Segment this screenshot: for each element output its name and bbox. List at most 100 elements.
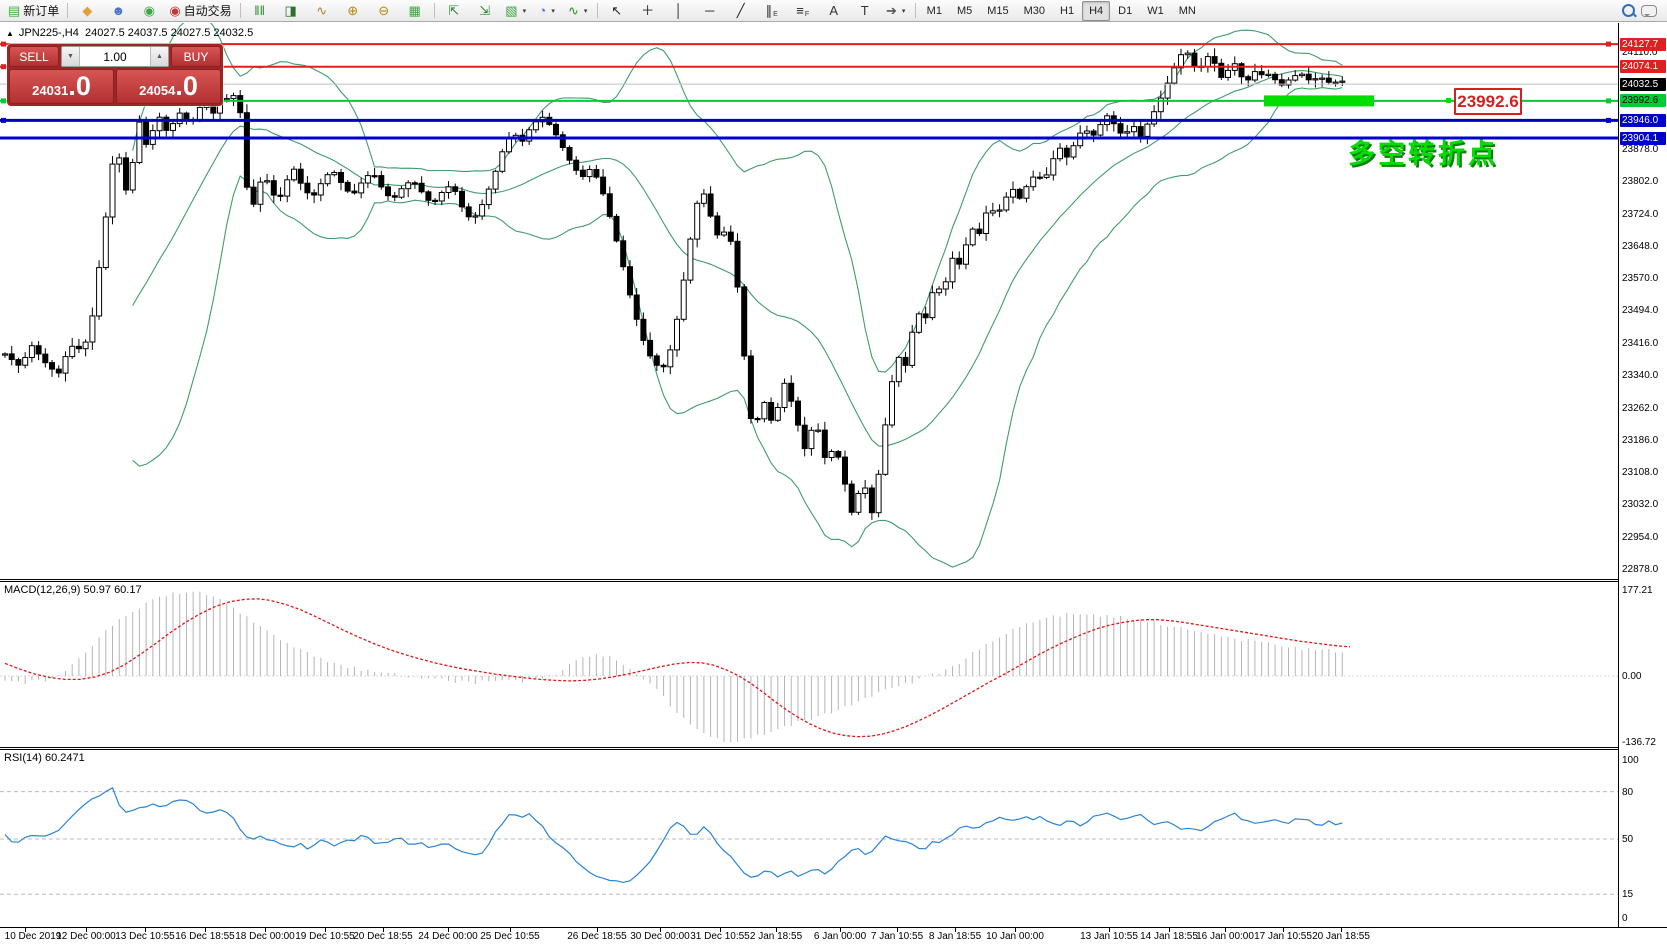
- green-zone-rectangle[interactable]: [1264, 95, 1374, 107]
- sell-price-button[interactable]: 24031.0: [9, 69, 114, 104]
- equidistant-channel-tool-button[interactable]: ∥ E: [757, 0, 787, 22]
- indicators-dropdown[interactable]: ∿ ▾: [563, 0, 593, 22]
- chat-icon[interactable]: [1641, 4, 1657, 17]
- time-tick: [1015, 928, 1016, 932]
- data-window-icon: ☻: [111, 2, 126, 18]
- vertical-line-tool-button[interactable]: │: [664, 0, 694, 22]
- time-tick-label: 18 Dec 00:00: [235, 931, 295, 942]
- main-chart-pane[interactable]: [0, 23, 1618, 579]
- axis-tick-label: 100: [1622, 755, 1639, 766]
- shift-chart-icon: ⇲: [479, 2, 491, 18]
- line-handle[interactable]: [1, 117, 6, 123]
- shift-chart-button[interactable]: ⇲: [470, 0, 500, 22]
- line-handle[interactable]: [1606, 117, 1611, 123]
- line-handle[interactable]: [1, 64, 6, 70]
- price-level-label: 23946.0: [1620, 113, 1666, 127]
- zoom-in-button[interactable]: ⊕: [338, 0, 368, 22]
- chart-ohlc-header: ▲ JPN225-,H4 24027.5 24037.5 24027.5 2403…: [6, 27, 253, 39]
- line-handle[interactable]: [1446, 97, 1451, 103]
- bar-chart-type-button[interactable]: ǁǁ: [245, 0, 275, 22]
- line-handle[interactable]: [1606, 41, 1611, 47]
- new-order-button-label: 新订单: [23, 4, 60, 18]
- time-tick: [660, 928, 661, 932]
- rsi-pane[interactable]: [0, 750, 1618, 926]
- volume-increase-button[interactable]: ▲: [150, 47, 168, 66]
- time-tick: [1225, 928, 1226, 932]
- tool-letter: E: [773, 11, 778, 18]
- timeframe-m15-button[interactable]: M15: [987, 4, 1009, 17]
- time-tick-label: 17 Jan 10:55: [1254, 931, 1312, 942]
- axis-tick-label: 23186.0: [1622, 434, 1659, 446]
- data-window-button[interactable]: ☻: [103, 0, 133, 22]
- buy-price-button[interactable]: 24054.0: [116, 69, 221, 104]
- axis-tick-label: 23340.0: [1622, 369, 1659, 381]
- candlesticks: [2, 48, 1346, 520]
- strategy-navigator-button[interactable]: ◉: [134, 0, 164, 22]
- zoom-out-icon: ⊖: [378, 2, 390, 18]
- panel-collapse-icon[interactable]: ▲: [6, 29, 14, 38]
- time-axis[interactable]: 10 Dec 2019 12 Dec 00:00 13 Dec 10:55 16 De…: [0, 928, 1618, 947]
- trendline-tool-button[interactable]: ╱: [726, 0, 756, 22]
- bar-chart-type-icon: ǁǁ: [254, 2, 266, 18]
- horizontal-line-tool-button[interactable]: ─: [695, 0, 725, 22]
- fibonacci-tool-button[interactable]: ≡ F: [788, 0, 818, 22]
- chevron-down-icon: ▾: [901, 7, 906, 15]
- price-tag-label[interactable]: 23992.6: [1454, 87, 1522, 115]
- period-clock-dropdown[interactable]: ◔ ▾: [532, 0, 562, 22]
- macd-signal-line: [4, 598, 1351, 738]
- time-tick: [840, 928, 841, 932]
- new-chart-dropdown[interactable]: ▧ ▾: [501, 0, 531, 22]
- line-handle[interactable]: [1606, 98, 1611, 104]
- timeframe-m5-button[interactable]: M5: [956, 4, 973, 17]
- axis-tick-label: 23878.0: [1622, 144, 1659, 155]
- axis-tick-label: 23724.0: [1622, 208, 1659, 220]
- turning-point-annotation[interactable]: 多空转折点: [1348, 139, 1498, 169]
- candlestick-chart-type-button[interactable]: ◨: [276, 0, 306, 22]
- axis-tick-label: 22878.0: [1622, 563, 1659, 575]
- time-tick-label: 14 Jan 18:55: [1140, 931, 1198, 942]
- time-axis-border: [0, 927, 1667, 928]
- arrows-tool-icon: ➔: [885, 2, 897, 18]
- timeframe-h4-button[interactable]: H4: [1082, 0, 1111, 21]
- time-tick: [383, 928, 384, 932]
- arrows-tool-dropdown[interactable]: ➔ ▾: [881, 0, 911, 22]
- timeframe-m30-button[interactable]: M30: [1023, 4, 1046, 17]
- arrange-charts-button[interactable]: ⇱: [439, 0, 469, 22]
- macd-pane[interactable]: [0, 582, 1618, 746]
- cursor-tool-button[interactable]: ↖: [602, 0, 632, 22]
- zoom-in-icon: ⊕: [347, 2, 359, 18]
- time-tick-label: 24 Dec 00:00: [418, 931, 478, 942]
- auto-trading-button[interactable]: ◉ 自动交易: [165, 0, 235, 22]
- price-axis[interactable]: 24110.0 23878.0 23802.0 23724.0 23648.0 23570…: [1616, 23, 1667, 927]
- volume-decrease-button[interactable]: ▼: [62, 47, 80, 66]
- time-tick-label: 13 Dec 10:55: [115, 931, 175, 942]
- timeframe-m1-button[interactable]: M1: [926, 4, 942, 17]
- timeframe-w1-button[interactable]: W1: [1147, 4, 1164, 17]
- pane-divider[interactable]: [0, 747, 1667, 748]
- volume-value[interactable]: 1.00: [103, 49, 127, 64]
- time-tick: [448, 928, 449, 932]
- line-chart-type-button[interactable]: ∿: [307, 0, 337, 22]
- market-watch-button[interactable]: ◆: [72, 0, 102, 22]
- timeframe-d1-button[interactable]: D1: [1118, 4, 1133, 17]
- horizontal-lines[interactable]: [0, 41, 1618, 140]
- tile-windows-button[interactable]: ▦: [400, 0, 430, 22]
- text-tool-button[interactable]: A: [819, 0, 849, 22]
- buy-header-button[interactable]: BUY: [171, 46, 221, 67]
- time-tick: [1109, 928, 1110, 932]
- line-handle[interactable]: [1, 98, 6, 104]
- search-icon[interactable]: [1622, 4, 1635, 17]
- pane-divider[interactable]: [0, 579, 1667, 580]
- time-tick-label: 12 Dec 00:00: [56, 931, 116, 942]
- text-label-tool-button[interactable]: T: [850, 0, 880, 22]
- sell-price-fraction: .0: [68, 71, 91, 101]
- timeframe-mn-button[interactable]: MN: [1178, 4, 1196, 17]
- time-tick: [776, 928, 777, 932]
- axis-tick-label: 23570.0: [1622, 273, 1659, 285]
- crosshair-tool-button[interactable]: ＋: [633, 0, 663, 22]
- sell-header-button[interactable]: SELL: [9, 46, 59, 67]
- line-handle[interactable]: [1, 41, 6, 47]
- zoom-out-button[interactable]: ⊖: [369, 0, 399, 22]
- timeframe-h1-button[interactable]: H1: [1060, 4, 1075, 17]
- new-order-button[interactable]: ▤ 新订单: [4, 0, 63, 22]
